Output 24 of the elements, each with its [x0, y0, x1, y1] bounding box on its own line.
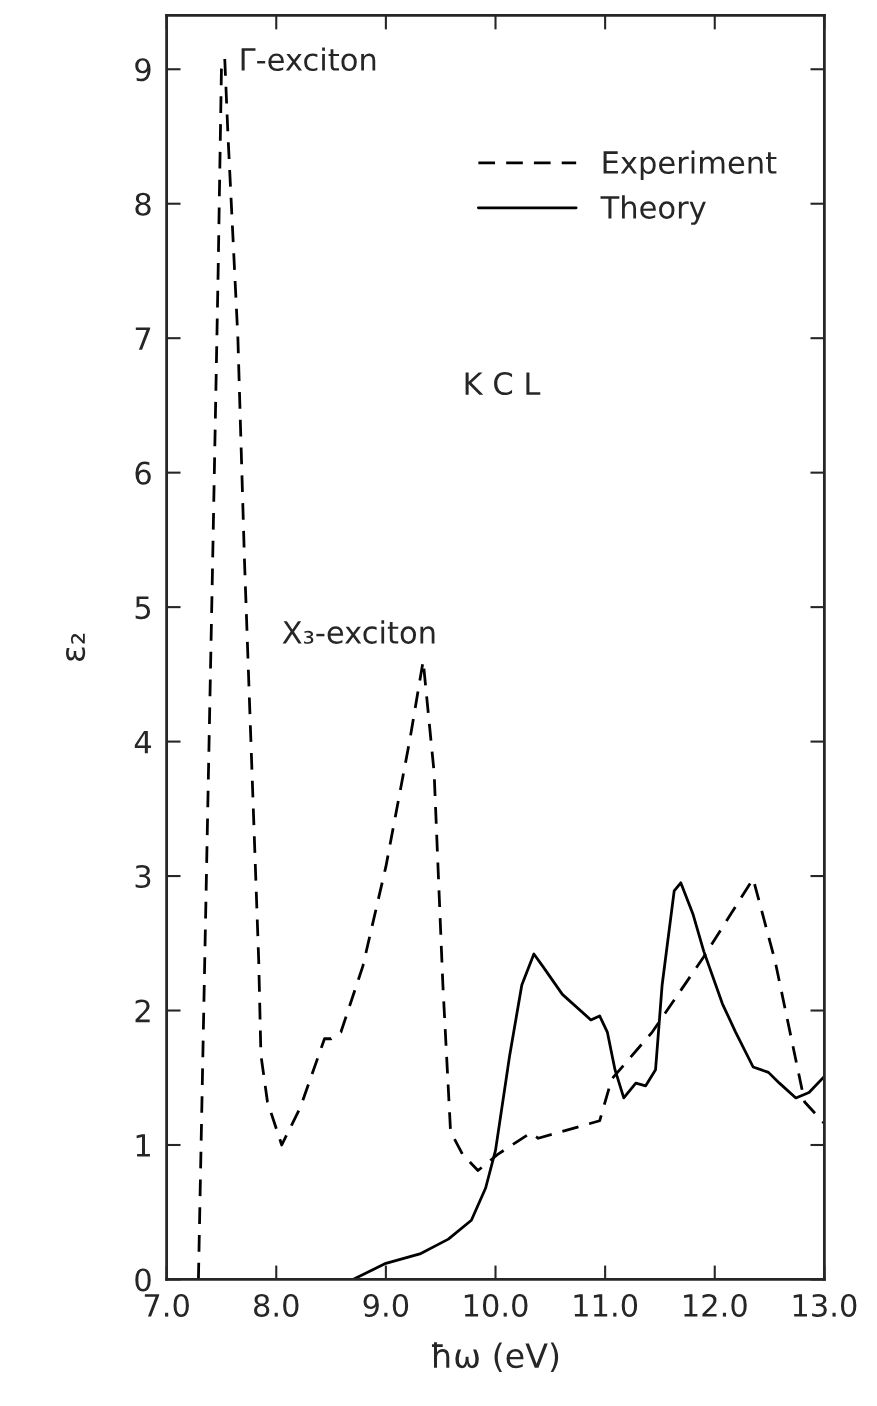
- x-tick-label: 12.0: [684, 1293, 747, 1317]
- y-tick-label: 3: [135, 864, 151, 889]
- annotation: Γ-exciton: [241, 47, 376, 72]
- x-axis-title: ħω (eV): [431, 1342, 559, 1373]
- x-tick-label: 13.0: [793, 1293, 857, 1317]
- x-tick-label: 10.0: [464, 1293, 528, 1317]
- y-axis-title: ε₂: [66, 633, 86, 661]
- x-tick-label: 7.0: [144, 1293, 189, 1317]
- annotation: K C L: [465, 371, 541, 396]
- x-tick-label: 9.0: [363, 1293, 409, 1317]
- legend-label: Experiment: [603, 150, 777, 180]
- y-tick-label: 6: [135, 461, 151, 485]
- annotation: X₃-exciton: [282, 620, 435, 644]
- y-tick-label: 8: [135, 192, 151, 216]
- legend-label: Theory: [600, 195, 706, 225]
- y-tick-label: 7: [135, 327, 151, 350]
- y-tick-label: 1: [136, 1134, 150, 1157]
- y-tick-label: 9: [135, 58, 151, 82]
- x-tick-label: 8.0: [254, 1293, 299, 1317]
- y-tick-label: 4: [134, 730, 152, 754]
- y-tick-label: 2: [135, 999, 150, 1023]
- x-tick-label: 11.0: [574, 1293, 638, 1317]
- y-tick-label: 0: [135, 1268, 151, 1292]
- y-tick-label: 5: [135, 596, 151, 620]
